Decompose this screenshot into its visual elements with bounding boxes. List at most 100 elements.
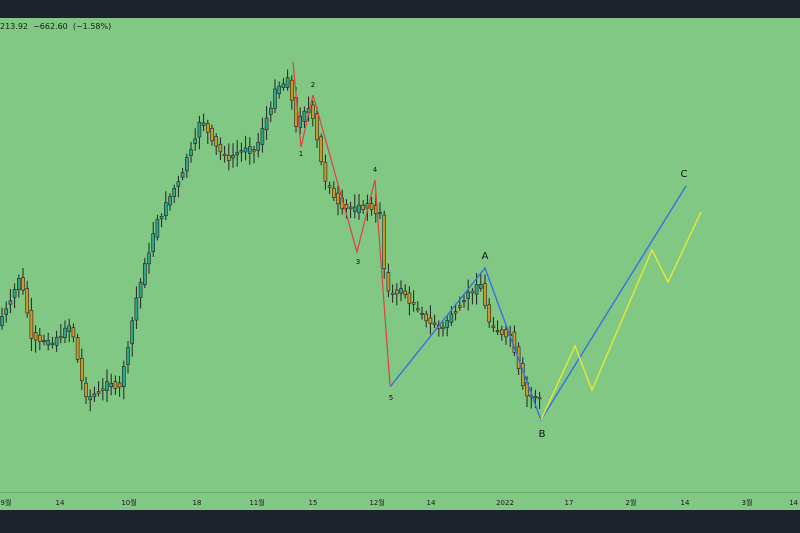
wave-label-B: B — [539, 429, 546, 440]
candle-body — [441, 326, 445, 329]
candle-body — [218, 143, 223, 153]
x-tick-label: 2022 — [496, 499, 514, 507]
candle-body — [285, 77, 290, 88]
candle-body — [403, 290, 408, 296]
candle-body — [105, 381, 109, 391]
candle-body — [134, 297, 139, 321]
candle-body — [92, 393, 97, 397]
candle-body — [12, 288, 17, 298]
wave-label-C: C — [681, 169, 688, 180]
candle-body — [227, 155, 231, 161]
candle-body — [474, 284, 479, 295]
wave-label-1: 1 — [299, 150, 303, 158]
projection-wave-line — [540, 211, 702, 421]
candle-body — [491, 325, 496, 328]
wave-label-5: 5 — [389, 394, 393, 402]
candle-body — [268, 107, 273, 115]
candle-body — [8, 300, 13, 305]
candle-body — [390, 292, 395, 295]
candle-body — [96, 391, 101, 394]
candle-body — [478, 284, 483, 289]
candle-body — [466, 291, 471, 300]
wave-label-4: 4 — [373, 166, 378, 174]
candle-body — [67, 325, 71, 332]
x-tick-label: 12월 — [369, 498, 384, 507]
candle-body — [411, 302, 416, 305]
candle-body — [504, 329, 508, 338]
candle-body — [176, 181, 181, 187]
x-tick-label: 14 — [789, 499, 798, 507]
candle-body — [138, 281, 143, 298]
candle-body — [323, 161, 328, 182]
wave-label-3: 3 — [356, 258, 360, 266]
chart-svg: 1 2 3 4 5 A B C — [0, 61, 702, 440]
candle-body — [21, 277, 25, 291]
candle-body — [37, 334, 42, 342]
candle-body — [29, 309, 34, 339]
candle-body — [168, 196, 172, 206]
candle-body — [58, 335, 63, 339]
candle-body — [348, 206, 353, 210]
candle-body — [235, 152, 239, 156]
candle-body — [46, 340, 51, 346]
candle-body — [159, 216, 164, 220]
x-tick-label: 14 — [681, 499, 690, 507]
candle-body — [331, 187, 336, 198]
candle-body — [310, 104, 315, 119]
candle-body — [537, 397, 542, 400]
candle-body — [248, 146, 252, 154]
candle-body — [206, 123, 210, 133]
candle-body — [180, 172, 185, 178]
candle-body — [289, 79, 294, 101]
impulse-wave-line — [292, 61, 391, 386]
candle-body — [113, 381, 118, 389]
candle-body — [260, 128, 265, 145]
x-tick-label: 3월 — [742, 498, 753, 507]
candle-body — [352, 206, 357, 212]
candle-body — [256, 142, 261, 151]
candle-body — [122, 366, 126, 387]
x-tick-label: 9월 — [1, 498, 12, 507]
candle-body — [499, 329, 504, 335]
candle-body — [88, 396, 92, 401]
candle-body — [357, 204, 361, 214]
candle-body — [189, 149, 193, 157]
x-tick-label: 18 — [193, 499, 202, 507]
x-tick-label: 15 — [309, 499, 318, 507]
candle-body — [210, 127, 214, 142]
candle-body — [264, 117, 269, 131]
correction-wave-line — [389, 185, 687, 422]
candle-body — [243, 147, 248, 153]
x-tick-label: 17 — [565, 499, 574, 507]
candle-body — [415, 308, 420, 311]
candle-body — [487, 304, 492, 323]
candle-body — [172, 187, 176, 197]
x-tick-label: 10월 — [121, 498, 136, 507]
candle-body — [63, 327, 67, 338]
time-axis[interactable]: 9월 14 10월 18 11월 15 12월 14 2022 17 2월 14 3월 14 — [0, 492, 800, 511]
candle-body — [42, 340, 46, 343]
candle-body — [470, 290, 475, 294]
chart-plot-area[interactable]: 1 2 3 4 5 A B C — [0, 18, 800, 492]
x-tick-label: 2월 — [626, 498, 637, 507]
candle-body — [214, 136, 218, 147]
candle-body — [424, 313, 429, 322]
candle-body — [277, 85, 282, 94]
candle-body — [33, 332, 38, 341]
candle-body — [319, 136, 324, 162]
candle-body — [453, 311, 458, 314]
candle-body — [315, 113, 319, 141]
candle-body — [155, 219, 160, 238]
candle-body — [449, 313, 454, 323]
candle-body — [0, 316, 4, 326]
candle-body — [457, 305, 462, 308]
candle-body — [386, 272, 391, 292]
candle-body — [399, 288, 403, 294]
candle-body — [369, 203, 374, 210]
candle-body — [273, 88, 277, 109]
candle-body — [197, 121, 202, 138]
wave-label-2: 2 — [311, 81, 315, 89]
candle-body — [185, 157, 189, 172]
candle-body — [117, 382, 122, 388]
